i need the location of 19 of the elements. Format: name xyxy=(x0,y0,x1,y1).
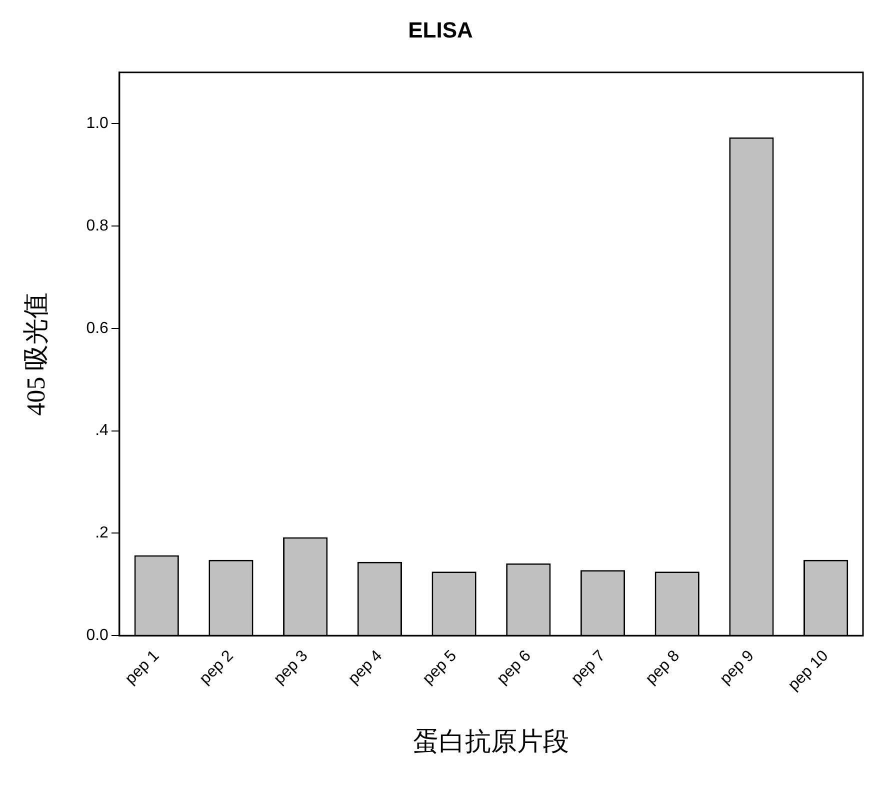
y-tick-label: 0.8 xyxy=(86,217,109,234)
y-tick-label: 0.6 xyxy=(86,320,109,337)
x-tick-label: pep 7 xyxy=(568,647,609,688)
x-tick-label: pep 6 xyxy=(494,647,534,688)
x-tick-label: pep 3 xyxy=(270,647,312,688)
y-axis-title: 405 吸光值 xyxy=(21,292,50,416)
x-tick-label: pep 8 xyxy=(642,647,684,688)
chart-title: ELISA xyxy=(408,17,473,42)
y-tick-label: 1.0 xyxy=(86,115,109,132)
y-tick-label: .4 xyxy=(95,422,109,440)
x-tick-label: pep 2 xyxy=(196,647,237,688)
x-tick-label: pep 10 xyxy=(785,647,832,694)
x-tick-label: pep 1 xyxy=(122,647,163,688)
x-tick-label: pep 9 xyxy=(717,647,758,688)
x-axis-title: 蛋白抗原片段 xyxy=(413,727,570,756)
y-tick-label: .2 xyxy=(95,524,109,542)
x-tick-label: pep 5 xyxy=(420,647,460,688)
y-tick-label: 0.0 xyxy=(86,627,109,644)
x-tick-label: pep 4 xyxy=(345,647,386,688)
